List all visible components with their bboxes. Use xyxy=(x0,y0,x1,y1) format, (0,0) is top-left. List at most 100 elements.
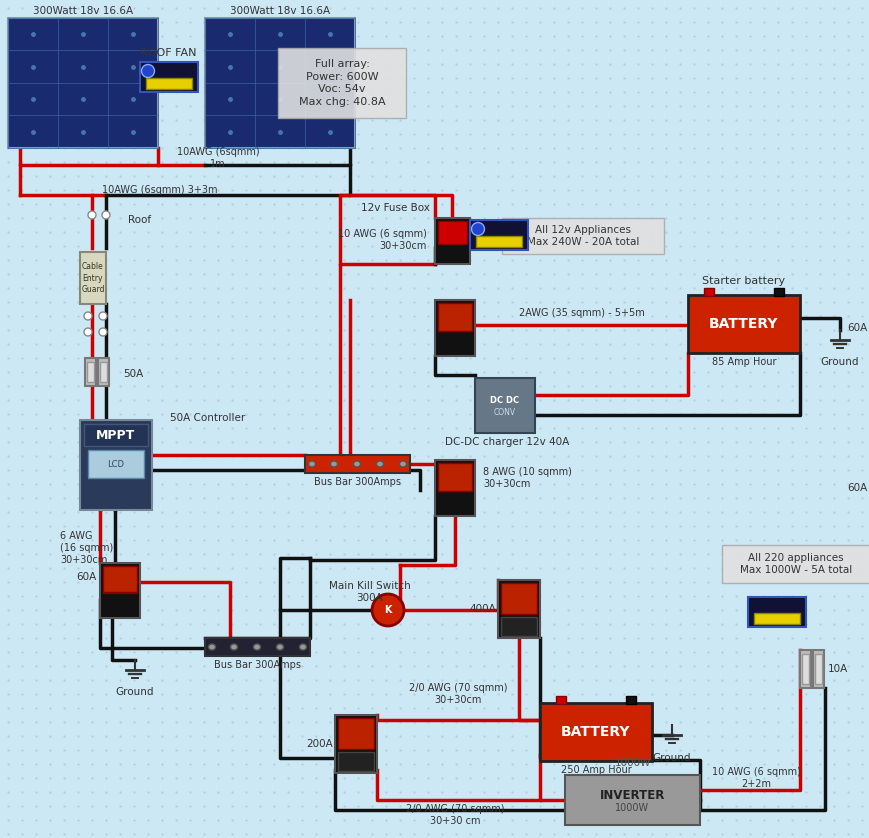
Text: 10 AWG (6 sqmm)
2+2m: 10 AWG (6 sqmm) 2+2m xyxy=(711,767,799,789)
FancyBboxPatch shape xyxy=(335,715,376,773)
Text: 85 Amp Hour: 85 Amp Hour xyxy=(711,357,775,367)
Text: 2/0 AWG (70 sqmm)
30+30 cm: 2/0 AWG (70 sqmm) 30+30 cm xyxy=(405,804,504,826)
Text: 10 AWG (6 sqmm)
30+30cm: 10 AWG (6 sqmm) 30+30cm xyxy=(338,229,427,251)
FancyBboxPatch shape xyxy=(434,460,474,516)
FancyBboxPatch shape xyxy=(475,236,521,247)
Ellipse shape xyxy=(253,644,260,650)
Text: ⚡: ⚡ xyxy=(144,66,151,75)
Ellipse shape xyxy=(276,644,283,650)
Text: 8 AWG (10 sqmm)
30+30cm: 8 AWG (10 sqmm) 30+30cm xyxy=(482,467,571,489)
FancyBboxPatch shape xyxy=(103,566,136,592)
FancyBboxPatch shape xyxy=(773,288,783,296)
Text: 60A: 60A xyxy=(76,572,96,582)
FancyBboxPatch shape xyxy=(80,420,152,510)
FancyBboxPatch shape xyxy=(80,252,106,304)
FancyBboxPatch shape xyxy=(501,617,536,636)
Text: 2/0 AWG (70 sqmm)
30+30cm: 2/0 AWG (70 sqmm) 30+30cm xyxy=(408,683,507,706)
Text: 220V Load: 220V Load xyxy=(750,613,803,623)
FancyBboxPatch shape xyxy=(437,303,472,331)
Text: 12V Load: 12V Load xyxy=(145,79,192,87)
Text: 12V Load: 12V Load xyxy=(475,236,522,246)
FancyBboxPatch shape xyxy=(812,650,823,688)
FancyBboxPatch shape xyxy=(85,358,96,386)
Ellipse shape xyxy=(84,328,92,336)
Text: Ground: Ground xyxy=(116,687,154,697)
Text: INVERTER: INVERTER xyxy=(599,789,665,801)
FancyBboxPatch shape xyxy=(469,220,527,250)
Text: DC OUTPUT: DC OUTPUT xyxy=(480,225,529,234)
Text: 2AWG (35 sqmm) - 5+5m: 2AWG (35 sqmm) - 5+5m xyxy=(519,308,644,318)
FancyBboxPatch shape xyxy=(103,566,136,593)
FancyBboxPatch shape xyxy=(555,696,566,704)
FancyBboxPatch shape xyxy=(501,218,663,254)
FancyBboxPatch shape xyxy=(801,654,808,684)
Text: Roof: Roof xyxy=(128,215,151,225)
Text: 12v Fuse Box: 12v Fuse Box xyxy=(361,203,429,213)
Ellipse shape xyxy=(88,211,96,219)
Ellipse shape xyxy=(230,644,237,650)
Text: 50A Controller: 50A Controller xyxy=(169,413,245,423)
FancyBboxPatch shape xyxy=(814,654,821,684)
Ellipse shape xyxy=(99,328,107,336)
FancyBboxPatch shape xyxy=(98,358,109,386)
FancyBboxPatch shape xyxy=(434,300,474,356)
FancyBboxPatch shape xyxy=(703,288,713,296)
Text: 10AWG (6sqmm) 3+3m: 10AWG (6sqmm) 3+3m xyxy=(103,185,217,195)
Text: 300Watt 18v 16.6A: 300Watt 18v 16.6A xyxy=(33,6,133,16)
FancyBboxPatch shape xyxy=(540,703,651,761)
FancyBboxPatch shape xyxy=(687,295,799,353)
Text: AC OUTPUT: AC OUTPUT xyxy=(752,602,801,611)
FancyBboxPatch shape xyxy=(338,752,374,771)
FancyBboxPatch shape xyxy=(626,696,635,704)
FancyBboxPatch shape xyxy=(140,62,198,92)
Text: 1000W: 1000W xyxy=(614,803,649,813)
Text: DC-DC charger 12v 40A: DC-DC charger 12v 40A xyxy=(444,437,568,447)
Ellipse shape xyxy=(299,644,306,650)
Ellipse shape xyxy=(209,644,216,650)
FancyBboxPatch shape xyxy=(88,450,144,478)
FancyBboxPatch shape xyxy=(437,303,472,331)
Text: Cable
Entry
Guard: Cable Entry Guard xyxy=(81,262,104,293)
FancyBboxPatch shape xyxy=(437,463,472,491)
Text: Ground: Ground xyxy=(652,753,691,763)
Text: DC OUTPUT: DC OUTPUT xyxy=(149,66,200,75)
Text: 10A: 10A xyxy=(827,664,847,674)
FancyBboxPatch shape xyxy=(8,18,158,148)
Ellipse shape xyxy=(102,211,109,219)
Text: 60A: 60A xyxy=(846,483,867,493)
Text: Full array:
Power: 600W
Voc: 54v
Max chg: 40.8A: Full array: Power: 600W Voc: 54v Max chg… xyxy=(298,59,385,106)
Text: BATTERY: BATTERY xyxy=(561,725,630,739)
FancyBboxPatch shape xyxy=(437,463,472,491)
FancyBboxPatch shape xyxy=(100,563,140,618)
Text: All 220 appliances
Max 1000W - 5A total: All 220 appliances Max 1000W - 5A total xyxy=(739,553,851,575)
FancyBboxPatch shape xyxy=(278,48,406,118)
Text: 60A: 60A xyxy=(846,323,867,333)
Text: LCD: LCD xyxy=(108,459,124,468)
Ellipse shape xyxy=(376,461,383,467)
Text: Ground: Ground xyxy=(819,357,859,367)
Ellipse shape xyxy=(84,312,92,320)
FancyBboxPatch shape xyxy=(338,718,374,749)
FancyBboxPatch shape xyxy=(84,424,148,446)
Text: DC DC: DC DC xyxy=(490,396,519,405)
FancyBboxPatch shape xyxy=(497,580,540,638)
Text: Main Kill Switch
300A: Main Kill Switch 300A xyxy=(328,581,410,603)
FancyBboxPatch shape xyxy=(799,650,810,688)
Text: 10AWG (6sqmm)
1m: 10AWG (6sqmm) 1m xyxy=(176,147,259,169)
Text: 50A: 50A xyxy=(123,369,143,379)
Text: 6 AWG
(16 sqmm)
30+30cm: 6 AWG (16 sqmm) 30+30cm xyxy=(60,530,113,566)
Ellipse shape xyxy=(399,461,406,467)
Text: Bus Bar 300Amps: Bus Bar 300Amps xyxy=(314,477,401,487)
Text: 300Watt 18v 16.6A: 300Watt 18v 16.6A xyxy=(229,6,329,16)
Ellipse shape xyxy=(99,312,107,320)
FancyBboxPatch shape xyxy=(753,613,799,624)
FancyBboxPatch shape xyxy=(721,545,869,583)
FancyBboxPatch shape xyxy=(87,362,94,382)
Text: ROOF FAN: ROOF FAN xyxy=(140,48,196,58)
Ellipse shape xyxy=(142,65,155,77)
Text: CONV: CONV xyxy=(494,408,515,417)
Text: ⚡: ⚡ xyxy=(474,225,481,234)
FancyBboxPatch shape xyxy=(747,597,805,627)
Ellipse shape xyxy=(308,461,315,467)
FancyBboxPatch shape xyxy=(437,221,467,244)
